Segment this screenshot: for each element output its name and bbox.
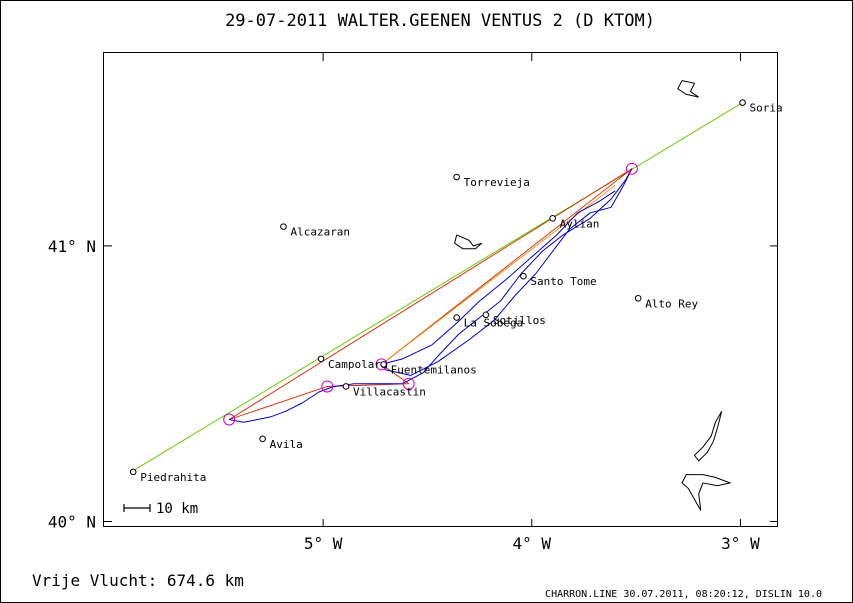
place-marker (482, 311, 490, 319)
place-label: Santo Tome (530, 275, 596, 288)
place-label: Campolara (328, 358, 388, 371)
lat-tick-label: 40° N (48, 512, 96, 531)
turnpoint-marker-0 (625, 162, 638, 175)
scale-bar: 10 km (123, 501, 198, 517)
flight-track-layer (229, 168, 633, 423)
place-marker (317, 355, 325, 363)
place-label: Fuentemilanos (391, 363, 477, 376)
place-marker (739, 99, 746, 106)
places-layer: Soria Torrevieja Alcazaran Aylian Santo Tome… (129, 99, 783, 484)
triangle-lines (228, 168, 633, 420)
place-label: Piedrahita (140, 471, 206, 484)
turnpoint-marker-3 (402, 377, 415, 390)
software-credit: CHARRON.LINE 30.07.2011, 08:20:12, DISLI… (545, 589, 822, 600)
orange-line (381, 184, 616, 365)
place-marker (280, 223, 287, 230)
turnpoint-marker-1 (223, 413, 236, 426)
scale-bar-label: 10 km (156, 501, 198, 517)
place-marker (259, 435, 266, 443)
water-body-2 (693, 411, 723, 462)
place-marker (634, 294, 642, 302)
place-marker (520, 272, 527, 280)
map-frame (103, 52, 778, 527)
turnpoint-marker-2 (321, 380, 334, 393)
axis-layer: 5° W 4° W 3° W 41° N 40° N (48, 53, 778, 553)
turnpoints-layer (223, 162, 638, 426)
place-marker (453, 314, 460, 321)
place-marker (453, 173, 460, 181)
lat-tick-label: 41° N (48, 237, 96, 256)
water-bodies-layer (454, 80, 732, 511)
distance-label: Vrije Vlucht: 674.6 km (32, 571, 244, 590)
place-label: Torrevieja (464, 176, 530, 189)
place-label: Avila (270, 438, 303, 451)
place-label: Villacastin (353, 385, 426, 398)
lon-tick-label: 3° W (721, 534, 760, 553)
lon-tick-label: 4° W (513, 534, 552, 553)
place-label: Sotillos (493, 314, 546, 327)
water-body-3 (681, 474, 732, 511)
place-marker (342, 383, 350, 390)
place-label: Alcazaran (290, 226, 350, 239)
turnpoint-marker-4 (375, 358, 388, 371)
flight-track (229, 168, 633, 423)
place-marker (549, 215, 556, 222)
water-body-0 (677, 80, 699, 98)
page-title: 29-07-2011 WALTER.GEENEN VENTUS 2 (D KTO… (225, 11, 655, 31)
water-body-1 (454, 234, 483, 250)
task-lines-layer (130, 102, 743, 473)
place-label: Alto Rey (645, 297, 698, 310)
lon-tick-label: 5° W (304, 534, 343, 553)
place-label: La Sobega (464, 317, 524, 330)
place-marker (129, 468, 137, 476)
place-label: Soria (750, 102, 783, 115)
place-label: Aylian (560, 217, 600, 230)
task-line (130, 102, 743, 473)
place-marker (380, 361, 387, 368)
